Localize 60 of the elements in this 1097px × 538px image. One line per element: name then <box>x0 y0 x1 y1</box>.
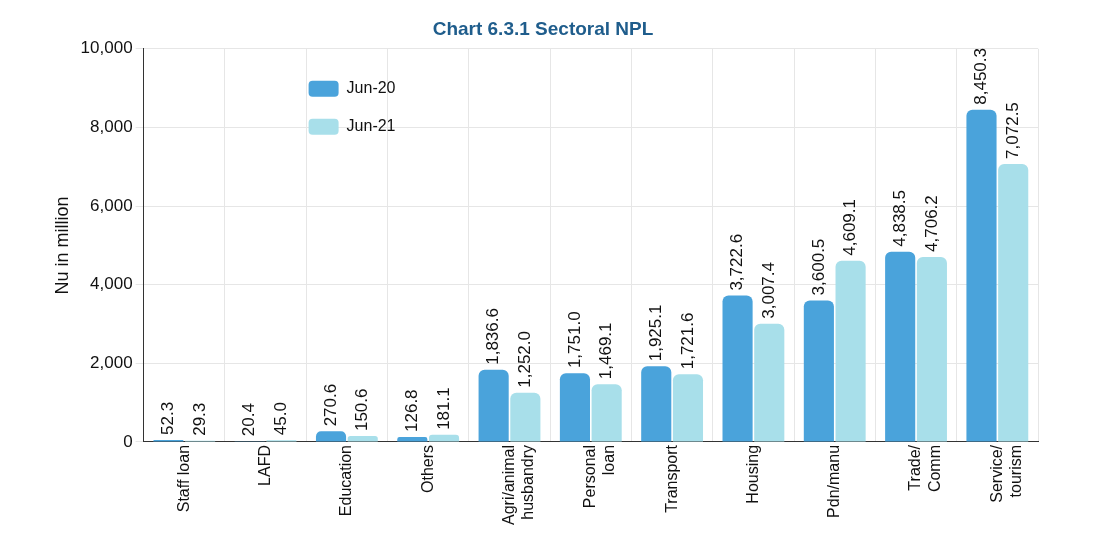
data-label: 270.6 <box>320 383 340 427</box>
data-label: 29.3 <box>189 402 209 436</box>
bar <box>916 256 947 442</box>
bar <box>754 323 785 442</box>
chart-title: Chart 6.3.1 Sectoral NPL <box>432 17 654 39</box>
x-tick-label: Trade/ Comm <box>906 444 943 493</box>
bar <box>641 366 672 442</box>
y-tick-label: 6,000 <box>90 195 133 215</box>
data-label: 45.0 <box>271 402 291 436</box>
data-label: 3,722.6 <box>727 233 747 291</box>
bar <box>998 163 1029 442</box>
y-tick-label: 10,000 <box>80 38 133 58</box>
x-tick-label: Transport <box>662 444 680 513</box>
bar <box>428 434 460 442</box>
data-label: 1,836.6 <box>483 308 503 365</box>
bar <box>559 373 591 442</box>
data-label: 181.1 <box>433 387 453 430</box>
data-label: 1,252.0 <box>515 331 535 388</box>
data-label: 1,925.1 <box>645 304 665 362</box>
data-label: 52.3 <box>158 401 178 435</box>
y-tick-label: 2,000 <box>90 353 133 373</box>
x-tick-label: Personal loan <box>581 444 618 509</box>
bar <box>510 392 541 442</box>
y-tick-label: 8,000 <box>90 117 133 137</box>
data-label: 1,751.0 <box>564 311 584 369</box>
bar <box>885 251 916 442</box>
bar <box>803 300 834 442</box>
bar <box>722 295 753 442</box>
y-tick-label: 0 <box>123 431 133 451</box>
data-label: 126.8 <box>402 389 422 432</box>
data-label: 4,838.5 <box>889 190 909 247</box>
bar <box>672 374 704 442</box>
data-label: 4,706.2 <box>921 195 941 252</box>
x-tick-label: Pdn/manu <box>825 444 843 518</box>
data-label: 1,721.6 <box>677 312 697 370</box>
data-label: 4,609.1 <box>840 199 860 256</box>
x-tick-label: Education <box>337 444 355 517</box>
x-tick-label: Agri/animal husbandry <box>499 444 537 525</box>
data-label: 20.4 <box>239 403 259 437</box>
bar <box>347 436 378 442</box>
x-tick-label: Service/ tourism <box>987 444 1024 503</box>
bar <box>966 109 997 442</box>
bar <box>478 369 509 442</box>
bar <box>835 260 866 442</box>
x-tick-label: Housing <box>743 444 761 504</box>
bar <box>315 431 347 442</box>
data-label: 7,072.5 <box>1002 102 1022 159</box>
data-label: 150.6 <box>352 388 372 432</box>
data-label: 3,600.5 <box>808 238 828 296</box>
legend-label: Jun-20 <box>346 79 396 97</box>
x-tick-label: Others <box>418 444 436 493</box>
bar <box>591 384 622 442</box>
y-tick-label: 4,000 <box>90 274 133 294</box>
data-label: 3,007.4 <box>758 261 778 319</box>
x-tick-label: LAFD <box>255 444 273 486</box>
y-axis-title: Nu in million <box>51 196 72 295</box>
legend-label: Jun-21 <box>346 117 396 135</box>
data-label: 1,469.1 <box>596 322 616 380</box>
x-tick-label: Staff loan <box>174 444 192 513</box>
data-label: 8,450.3 <box>971 47 991 105</box>
